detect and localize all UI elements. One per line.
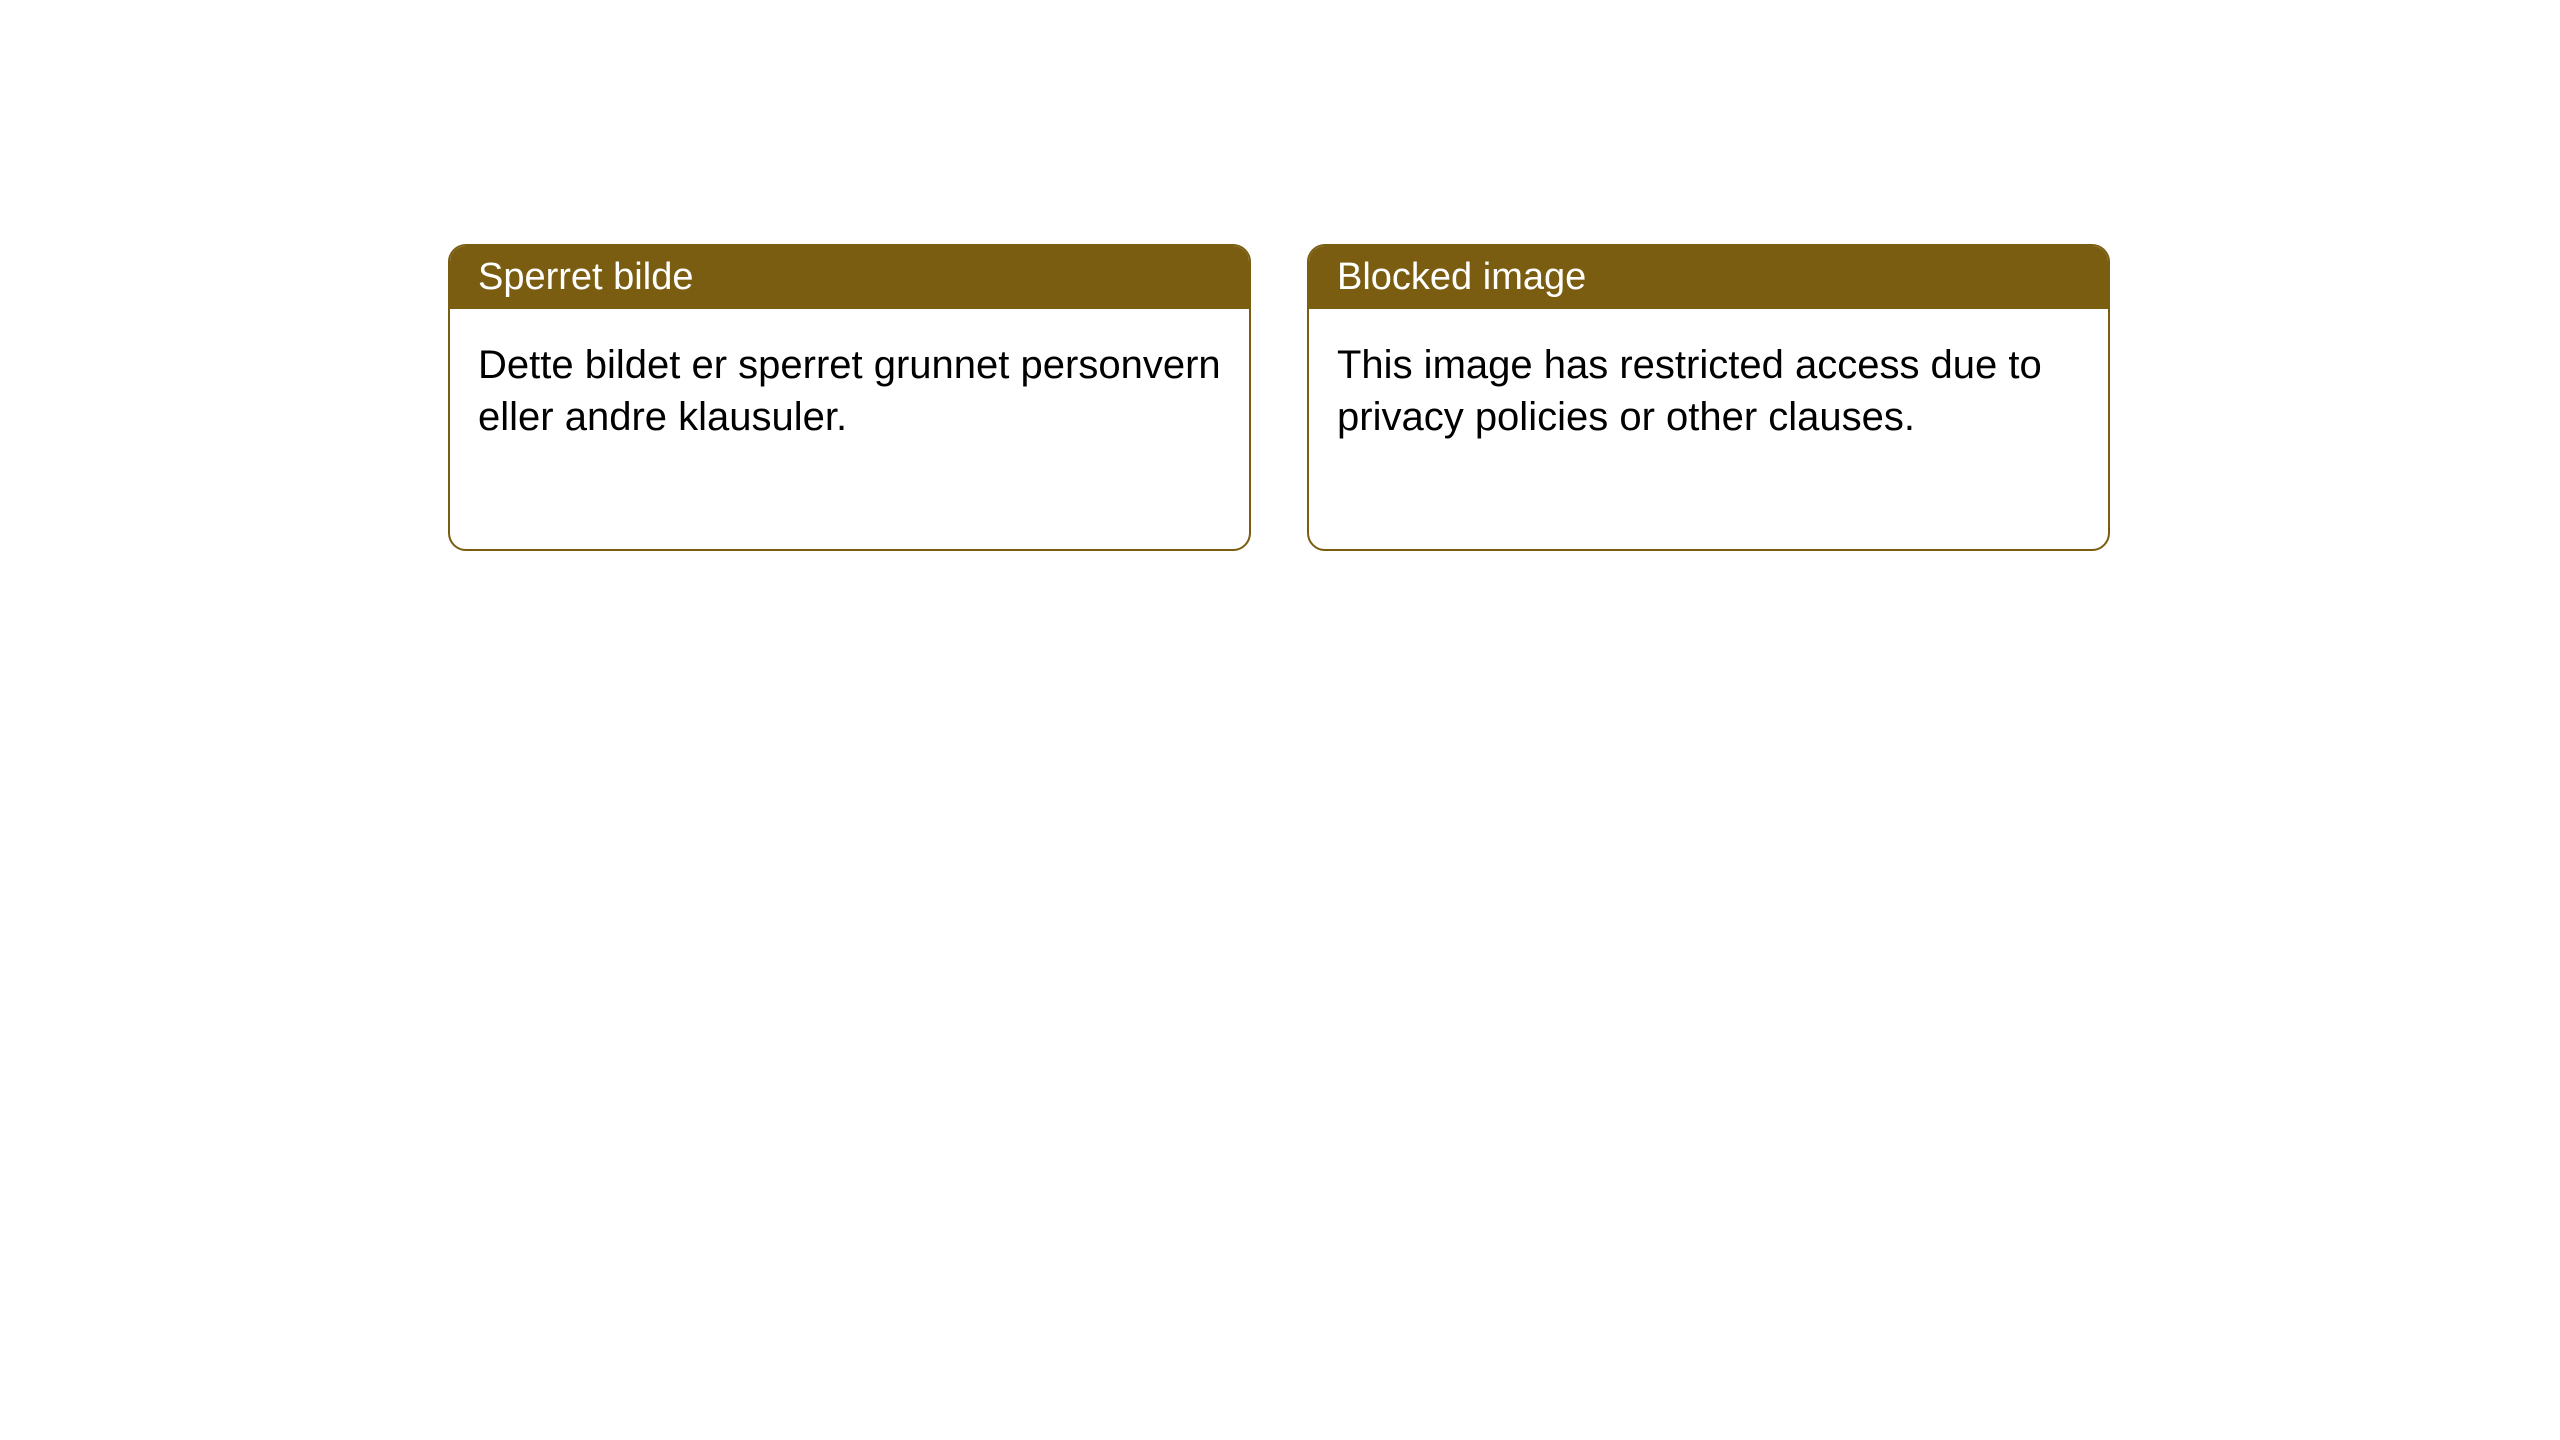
notice-box-english: Blocked image This image has restricted … [1307,244,2110,551]
notice-title: Blocked image [1337,256,1586,298]
notice-box-norwegian: Sperret bilde Dette bildet er sperret gr… [448,244,1251,551]
notice-body: This image has restricted access due to … [1309,309,2108,549]
notice-body: Dette bildet er sperret grunnet personve… [450,309,1249,549]
notice-header: Blocked image [1309,246,2108,309]
notice-body-text: Dette bildet er sperret grunnet personve… [478,343,1221,439]
notice-container: Sperret bilde Dette bildet er sperret gr… [448,244,2110,551]
notice-body-text: This image has restricted access due to … [1337,343,2042,439]
notice-title: Sperret bilde [478,256,693,298]
notice-header: Sperret bilde [450,246,1249,309]
